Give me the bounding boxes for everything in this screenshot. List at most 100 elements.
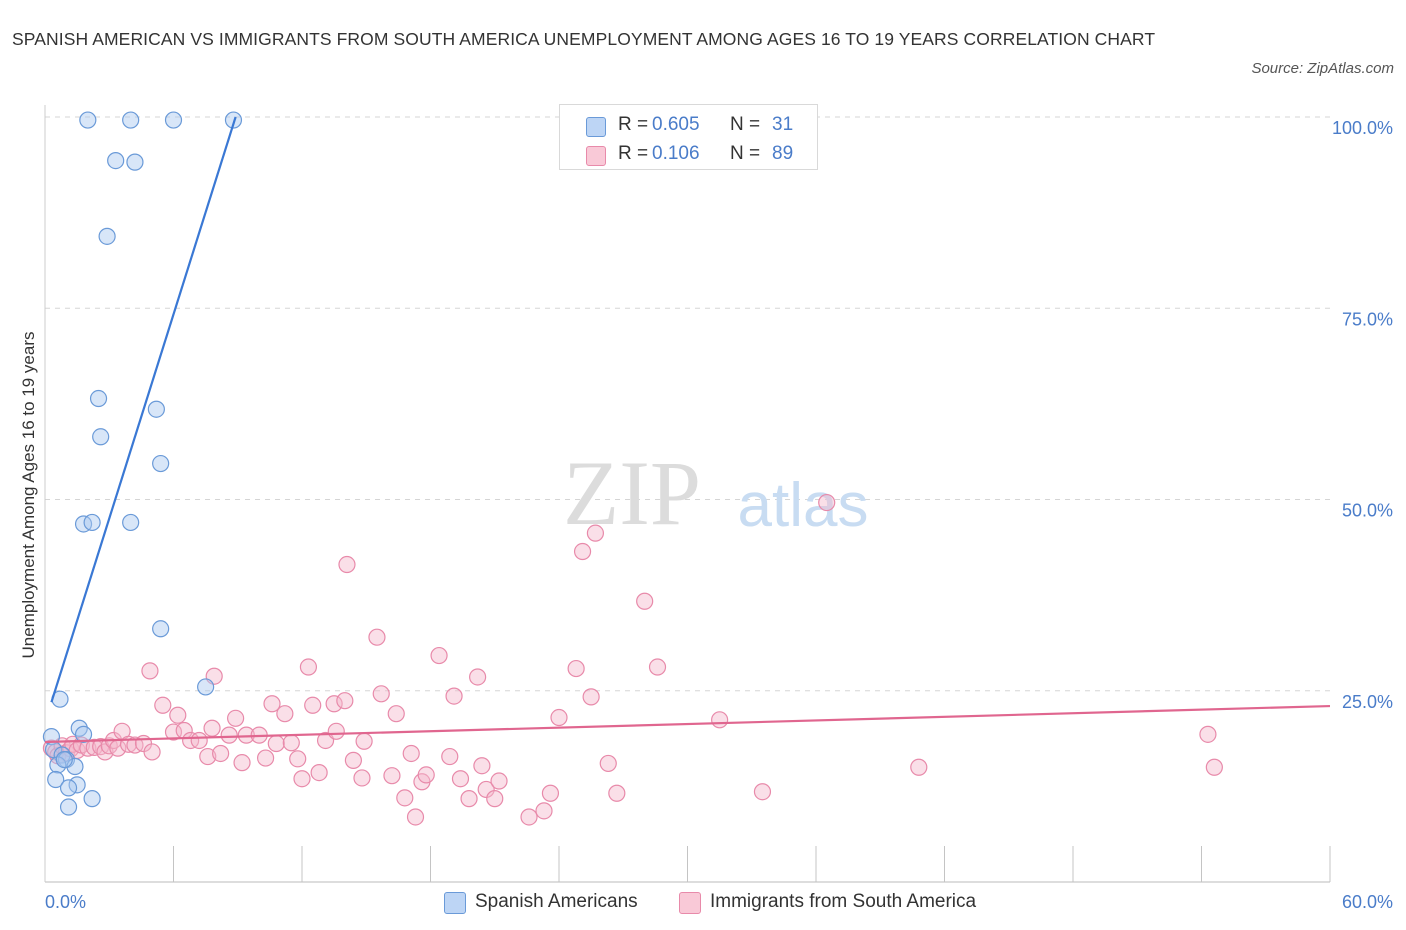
data-point — [122, 111, 140, 129]
data-point — [469, 668, 487, 686]
data-point — [586, 524, 605, 542]
data-point — [338, 555, 356, 574]
legend-n-label: N = — [730, 114, 761, 135]
y-tick-label: 100.0% — [1332, 118, 1393, 138]
data-point — [122, 513, 140, 532]
legend-swatch-blue — [586, 117, 606, 137]
data-point — [74, 515, 93, 533]
data-point — [445, 687, 463, 705]
data-point — [818, 493, 836, 512]
legend-r-value: 0.605 — [652, 114, 700, 135]
data-point — [336, 692, 354, 710]
legend-row-blue: R = 0.605 N = 31 — [560, 110, 817, 140]
data-point — [383, 767, 401, 785]
data-point — [430, 646, 448, 665]
data-point — [417, 766, 435, 784]
data-point — [143, 743, 161, 761]
data-point — [490, 772, 508, 790]
data-point — [66, 757, 84, 776]
trendlines — [44, 116, 1331, 744]
x-tick-label-min: 0.0% — [45, 892, 86, 912]
data-point — [190, 731, 208, 750]
data-point — [267, 734, 285, 753]
data-point — [753, 783, 772, 801]
data-point — [353, 769, 371, 787]
chart-source: Source: ZipAtlas.com — [1251, 60, 1394, 77]
data-point — [636, 592, 654, 610]
y-tick-label: 50.0% — [1342, 501, 1393, 521]
data-point — [473, 757, 491, 775]
data-point — [711, 711, 729, 729]
data-point — [535, 802, 553, 820]
pink-series-points — [42, 493, 1223, 826]
stats-legend: R = 0.605 N = 31 R = 0.106 N = 89 — [559, 104, 818, 170]
data-point — [126, 736, 144, 754]
data-point — [233, 754, 251, 772]
legend-swatch-blue — [444, 892, 466, 914]
legend-r-label: R = — [618, 114, 649, 135]
data-point — [520, 808, 538, 826]
data-point — [276, 705, 294, 723]
data-point — [441, 747, 459, 766]
data-point — [126, 153, 144, 171]
data-point — [648, 658, 667, 676]
legend-label: Immigrants from South America — [710, 891, 977, 912]
data-point — [227, 709, 245, 727]
data-point — [83, 790, 101, 808]
data-point — [325, 695, 343, 713]
data-point — [220, 726, 238, 744]
legend-n-label: N = — [730, 143, 761, 164]
x-tick-labels: 0.0% 60.0% — [45, 892, 1393, 912]
data-point — [199, 747, 217, 766]
data-point — [256, 749, 275, 767]
data-point — [460, 790, 478, 808]
data-point — [608, 784, 626, 802]
data-point — [154, 696, 172, 714]
data-point — [293, 770, 311, 788]
data-point — [224, 111, 243, 129]
legend-swatch-pink — [586, 146, 606, 166]
data-point — [541, 784, 560, 802]
data-point — [355, 732, 373, 750]
data-point — [344, 751, 362, 769]
data-point — [372, 685, 390, 703]
legend-r-label: R = — [618, 143, 649, 164]
data-point — [263, 695, 281, 713]
data-point — [203, 719, 221, 737]
legend-n-value: 89 — [772, 143, 794, 164]
legend-n-value: 31 — [772, 114, 794, 135]
data-point — [299, 658, 318, 676]
data-point — [152, 620, 170, 638]
data-point — [396, 789, 414, 807]
data-point — [486, 790, 504, 808]
data-point — [98, 227, 116, 245]
data-point — [79, 111, 97, 129]
trendline-pink — [44, 704, 1331, 744]
data-point — [92, 428, 110, 446]
data-point — [402, 744, 420, 763]
x-tick-label-max: 60.0% — [1342, 892, 1393, 912]
data-point — [599, 754, 617, 773]
watermark: ZIP atlas — [563, 442, 868, 544]
data-point — [550, 708, 568, 727]
data-point — [910, 758, 928, 776]
data-point — [164, 111, 183, 129]
data-point — [567, 659, 585, 678]
legend-swatch-pink — [679, 892, 701, 914]
data-point — [1199, 725, 1217, 743]
data-point — [1205, 758, 1223, 776]
data-point — [55, 750, 73, 769]
chart-title: SPANISH AMERICAN VS IMMIGRANTS FROM SOUT… — [12, 29, 1156, 49]
data-point — [164, 723, 183, 741]
data-point — [141, 662, 159, 680]
data-point — [368, 628, 386, 646]
y-tick-label: 75.0% — [1342, 309, 1393, 329]
y-tick-label: 25.0% — [1342, 692, 1393, 712]
data-point — [74, 725, 93, 743]
legend-row-pink: R = 0.106 N = 89 — [560, 139, 817, 169]
data-point — [406, 808, 425, 826]
data-point — [212, 744, 230, 763]
data-point — [327, 722, 345, 740]
data-point — [282, 734, 300, 752]
